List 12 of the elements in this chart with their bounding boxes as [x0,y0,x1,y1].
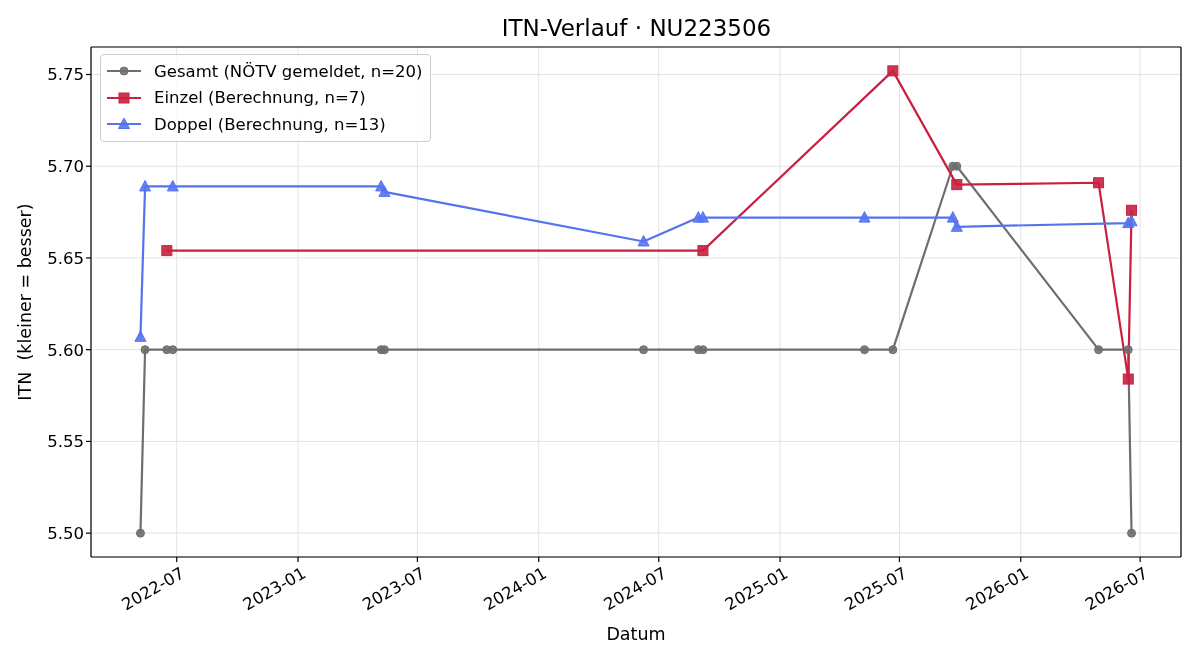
legend-label: Doppel (Berechnung, n=13) [154,114,386,134]
y-tick-label: 5.70 [47,157,84,177]
y-tick-label: 5.60 [47,340,84,360]
legend-label: Einzel (Berechnung, n=7) [154,88,366,108]
legend-label: Gesamt (NÖTV gemeldet, n=20) [154,61,423,81]
y-tick-label: 5.50 [47,524,84,544]
y-tick-label: 5.65 [47,248,84,268]
y-tick-label: 5.75 [47,65,84,85]
y-tick-label: 5.55 [47,432,84,452]
x-axis-title: Datum [606,624,666,644]
y-axis-title: ITN (kleiner = besser) [15,203,35,401]
chart-title: ITN-Verlauf · NU223506 [500,15,773,41]
